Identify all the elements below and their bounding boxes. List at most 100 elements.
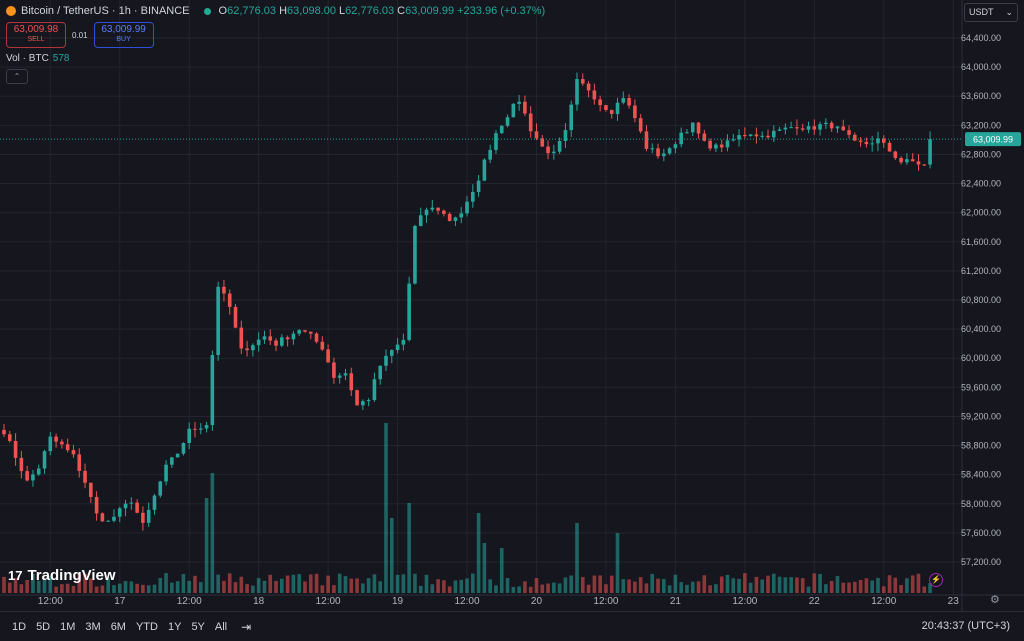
volume-bar (685, 584, 689, 593)
volume-bar (719, 576, 724, 593)
time-tick-label: 21 (670, 596, 682, 607)
candle (129, 502, 134, 504)
candle (910, 159, 915, 162)
volume-bar (725, 574, 730, 593)
volume-bar (748, 582, 753, 593)
price-tick-label: 64,400.00 (961, 33, 1001, 43)
volume-bar (303, 581, 307, 593)
candle (48, 436, 53, 452)
range-6m-button[interactable]: 6M (110, 620, 126, 633)
candle (164, 464, 168, 482)
candle (36, 468, 41, 475)
candle (488, 149, 492, 160)
volume-bar (291, 574, 296, 593)
volume-bar (690, 581, 695, 593)
volume-bar (766, 575, 770, 593)
volume-bar (89, 578, 93, 593)
volume-bar (795, 577, 799, 593)
volume-bar (905, 578, 909, 593)
volume-bar (459, 579, 464, 593)
time-tick-label: 12:00 (732, 596, 757, 607)
symbol-title[interactable]: Bitcoin / TetherUS · 1h · BINANCE (21, 5, 190, 17)
range-3m-button[interactable]: 3M (85, 620, 101, 633)
volume-bar (864, 578, 869, 593)
candle (77, 454, 82, 471)
price-tick-label: 60,400.00 (961, 324, 1001, 334)
price-tick-label: 63,600.00 (961, 91, 1001, 101)
range-1d-button[interactable]: 1D (12, 620, 27, 633)
volume-bar (673, 574, 678, 593)
calendar-icon[interactable]: ⇥ (241, 619, 252, 634)
volume-bar (326, 575, 330, 593)
volume-bar (198, 582, 203, 593)
ohlc-values: O62,776.03 H63,098.00 L62,776.03 C63,009… (218, 5, 546, 17)
volume-bar (413, 573, 417, 593)
range-1m-button[interactable]: 1M (60, 620, 76, 633)
candle (598, 99, 602, 106)
candle (667, 148, 672, 154)
price-tick-label: 57,200.00 (961, 557, 1001, 567)
candle (274, 340, 278, 346)
candle (482, 159, 487, 181)
candle (818, 124, 822, 130)
candle (673, 144, 678, 149)
candle (146, 509, 151, 523)
candle (430, 207, 435, 210)
candle (71, 450, 76, 455)
candle (31, 474, 35, 481)
candle (361, 401, 365, 406)
candle (60, 441, 64, 445)
candlestick-chart[interactable]: 57,200.00 57,600.00 58,000.00 58,400.00 58,8… (0, 0, 1024, 611)
range-5y-button[interactable]: 5Y (191, 620, 205, 633)
candle (204, 425, 209, 429)
range-5d-button[interactable]: 5D (36, 620, 51, 633)
volume-bar (141, 584, 145, 593)
currency-select[interactable]: USDT ⌄ (964, 3, 1018, 22)
volume-bar (922, 586, 927, 593)
volume-bar (2, 576, 6, 593)
candle (928, 139, 932, 165)
volume-bar (743, 573, 747, 593)
volume-bar (638, 577, 643, 593)
volume-bar (771, 573, 776, 593)
range-all-button[interactable]: All (214, 620, 228, 633)
sell-button[interactable]: 63,009.98 SELL (6, 22, 66, 48)
volume-bar (777, 576, 782, 593)
lightning-icon[interactable]: ⚡ (929, 573, 943, 587)
collapse-legend-button[interactable]: ⌃ (6, 69, 28, 84)
tradingview-watermark[interactable]: 17 TradingView (8, 567, 116, 584)
volume-bar (320, 585, 325, 593)
volume-bar (355, 578, 359, 593)
candle (268, 336, 273, 341)
volume-bar (112, 585, 116, 593)
volume-bar (164, 573, 168, 593)
candle (517, 101, 521, 104)
volume-bar (465, 578, 469, 593)
clock-time[interactable]: 20:43:37 (UTC+3) (921, 620, 1010, 632)
candle (586, 83, 591, 91)
volume-bar (569, 575, 574, 593)
volume-bar (170, 582, 174, 593)
volume-bar (482, 543, 487, 593)
candle (494, 133, 498, 150)
candle (424, 209, 429, 216)
buy-button[interactable]: 63,009.99 BUY (93, 22, 154, 48)
candle (418, 215, 423, 226)
volume-bar (453, 580, 458, 593)
volume-bar (887, 575, 892, 593)
candle (89, 482, 93, 497)
candle (725, 140, 730, 148)
volume-bar (876, 577, 880, 593)
range-ytd-button[interactable]: YTD (135, 620, 158, 633)
gear-icon[interactable]: ⚙ (990, 594, 1000, 606)
candle (222, 286, 226, 294)
candle (112, 516, 116, 521)
range-1y-button[interactable]: 1Y (167, 620, 182, 633)
candle (523, 101, 527, 114)
volume-bar (181, 574, 186, 593)
candle (627, 97, 631, 106)
volume-bar (222, 580, 226, 593)
candle (453, 217, 458, 221)
volume-bar (204, 498, 209, 593)
candle (158, 481, 163, 496)
